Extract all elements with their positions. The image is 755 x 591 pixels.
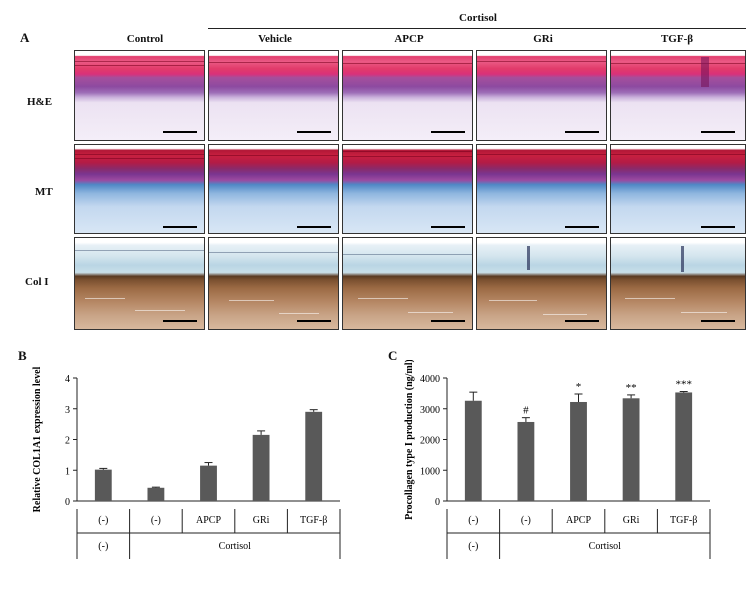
scale-bar [431, 226, 465, 228]
bar [464, 400, 482, 501]
group-header-cortisol: Cortisol [459, 12, 497, 24]
y-tick-label: 1000 [420, 466, 440, 477]
significance-marker: *** [675, 379, 692, 391]
column-header-apcp: APCP [394, 33, 424, 45]
panel-letter-b: B [18, 348, 27, 363]
scale-bar [565, 320, 599, 322]
micrograph-he-vehicle [208, 50, 339, 141]
bar [252, 434, 270, 501]
scale-bar [163, 226, 197, 228]
x-tick-label: APCP [196, 515, 221, 526]
group-label-control: (-) [468, 541, 478, 552]
micrograph-he-gri [476, 50, 607, 141]
scale-bar [297, 226, 331, 228]
scale-bar [701, 320, 735, 322]
micrograph-col-i-gri [476, 237, 607, 330]
micrograph-col-i-tgf-beta [610, 237, 746, 330]
micrograph-col-i-apcp [342, 237, 473, 330]
y-tick-label: 2000 [420, 436, 440, 447]
column-header-control: Control [126, 33, 164, 45]
y-tick-label: 2 [65, 436, 70, 447]
panel-letter-a: A [20, 30, 30, 45]
scale-bar [431, 320, 465, 322]
micrograph-col-i-control [74, 237, 205, 330]
bar [200, 465, 217, 501]
y-tick-label: 0 [65, 497, 70, 508]
group-label-cortisol: Cortisol [589, 541, 621, 552]
bar [305, 411, 323, 501]
group-label-control: (-) [98, 541, 108, 552]
scale-bar [701, 131, 735, 133]
significance-marker: * [576, 381, 582, 393]
scale-bar [565, 226, 599, 228]
micrograph-mt-control [74, 144, 205, 234]
micrograph-he-control [74, 50, 205, 141]
column-header-tgf-beta: TGF-β [660, 33, 694, 45]
x-tick-label: (-) [521, 515, 531, 526]
scale-bar [297, 131, 331, 133]
scale-bar [701, 226, 735, 228]
bar [94, 469, 112, 501]
significance-marker: # [523, 405, 529, 417]
y-tick-label: 4 [65, 374, 70, 385]
y-tick-label: 4000 [420, 374, 440, 385]
row-label-he: H&E [27, 96, 53, 108]
scale-bar [297, 320, 331, 322]
x-tick-label: (-) [468, 515, 478, 526]
significance-marker: ** [626, 382, 637, 394]
bar [517, 421, 535, 501]
y-tick-label: 3000 [420, 405, 440, 416]
bar [570, 401, 587, 501]
scale-bar [431, 131, 465, 133]
y-tick-label: 0 [435, 497, 440, 508]
micrograph-mt-gri [476, 144, 607, 234]
x-tick-label: TGF-β [300, 515, 327, 526]
scale-bar [565, 131, 599, 133]
micrograph-he-tgf-beta [610, 50, 746, 141]
y-tick-label: 3 [65, 405, 70, 416]
x-tick-label: (-) [98, 515, 108, 526]
chart-c: 0 1000 2000 3000 4000 Procollagen type I prod… [404, 360, 711, 559]
micrograph-mt-vehicle [208, 144, 339, 234]
bar [675, 392, 693, 501]
micrograph-mt-tgf-beta [610, 144, 746, 234]
bar [147, 487, 165, 501]
micrograph-he-apcp [342, 50, 473, 141]
chart-b: 0 1 2 3 4 Relative COL1A1 expression level (-)… [32, 366, 341, 559]
column-header-gri: GRi [533, 33, 553, 45]
micrograph-mt-apcp [342, 144, 473, 234]
x-tick-label: GRi [623, 515, 640, 526]
y-axis-label: Relative COL1A1 expression level [32, 366, 43, 512]
scale-bar [163, 131, 197, 133]
scale-bar [163, 320, 197, 322]
bar [622, 398, 640, 501]
row-label-col-i: Col I [25, 276, 49, 288]
x-tick-label: GRi [253, 515, 270, 526]
x-tick-label: APCP [566, 515, 591, 526]
cortisol-group-line [208, 28, 746, 29]
y-tick-label: 1 [65, 466, 70, 477]
micrograph-col-i-vehicle [208, 237, 339, 330]
row-label-mt: MT [35, 186, 53, 198]
x-tick-label: (-) [151, 515, 161, 526]
panel-letter-c: C [388, 348, 398, 363]
y-axis-label: Procollagen type I production (ng/ml) [404, 360, 415, 520]
x-tick-label: TGF-β [670, 515, 697, 526]
column-header-vehicle: Vehicle [258, 33, 292, 45]
group-label-cortisol: Cortisol [219, 541, 251, 552]
